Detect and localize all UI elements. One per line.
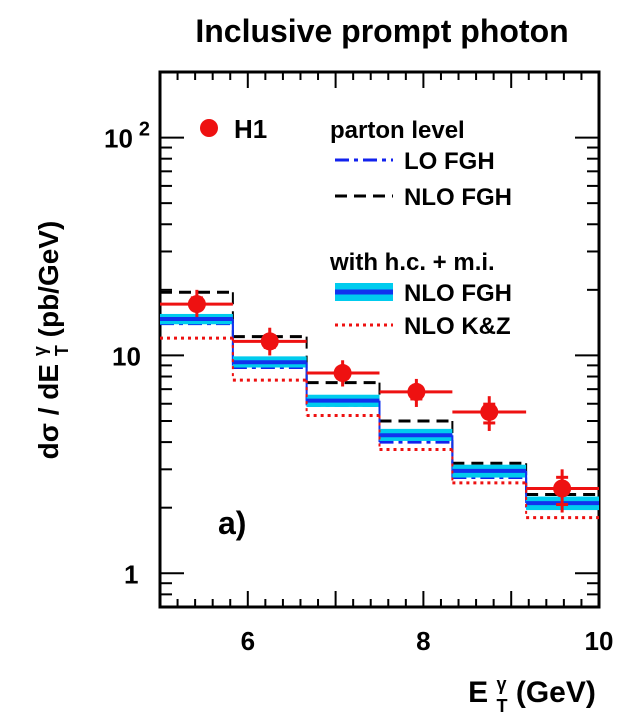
data-marker <box>187 295 206 314</box>
legend-entry-label: NLO K&Z <box>404 313 511 340</box>
y-tick-label: 1 <box>124 559 138 589</box>
data-point <box>379 378 453 407</box>
series-nlo-fgh-g2 <box>160 313 599 511</box>
data-point <box>160 289 233 318</box>
data-marker <box>333 364 352 383</box>
x-axis-label-sup: γ <box>496 674 506 694</box>
y-tick-exponent: 2 <box>139 119 150 141</box>
y-axis-label-main: dσ / dE <box>33 364 64 459</box>
y-axis-label-sup: γ <box>30 346 50 356</box>
x-axis-label-sub: T <box>497 696 508 716</box>
x-tick-label: 8 <box>416 626 430 656</box>
series-nlo-k-z-g2 <box>160 336 599 520</box>
data-point <box>452 396 527 431</box>
legend-h1-marker <box>200 119 218 137</box>
data-marker <box>553 479 572 498</box>
legend-entry-label: LO FGH <box>404 148 495 175</box>
legend-entry-label: NLO FGH <box>404 184 512 211</box>
legend-entry-label: NLO FGH <box>404 280 512 307</box>
data-point <box>306 360 380 387</box>
legend-h1-label: H1 <box>234 114 267 144</box>
x-axis-label-rest: (GeV) <box>508 676 596 709</box>
y-tick-label: 10 <box>112 341 141 371</box>
legend-group2-title: with h.c. + m.i. <box>329 249 495 276</box>
x-tick-label: 10 <box>585 626 614 656</box>
y-tick-label: 10 2 <box>104 119 150 154</box>
y-axis-label-sub: T <box>52 345 72 356</box>
x-tick-label: 6 <box>241 626 255 656</box>
panel-label: a) <box>218 505 246 541</box>
data-marker <box>260 332 279 351</box>
chart-title: Inclusive prompt photon <box>195 13 568 49</box>
y-axis-label-rest: (pb/GeV) <box>33 221 64 345</box>
data-point <box>526 469 599 513</box>
legend-group1-title: parton level <box>330 117 465 144</box>
data-marker <box>407 382 426 401</box>
data-marker <box>480 402 499 421</box>
x-axis-label-main: E <box>468 676 488 709</box>
data-point <box>232 327 307 356</box>
legend: H1 parton level with h.c. + m.i. LO FGH NLO … <box>200 114 512 340</box>
plot-area: 6 8 10 1 10 10 2 <box>104 70 614 656</box>
